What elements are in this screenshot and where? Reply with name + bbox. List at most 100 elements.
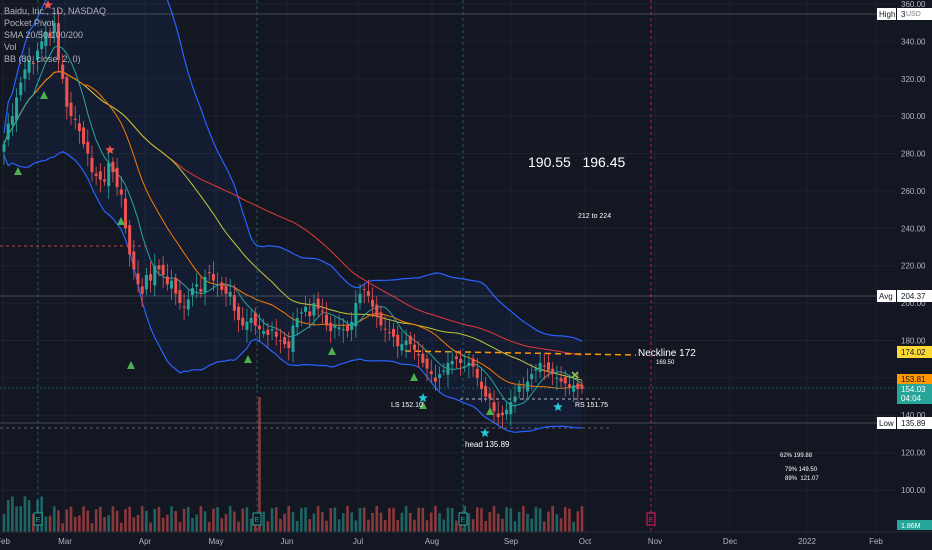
candle-body [329,322,333,332]
volume-bar [417,507,420,532]
candle-body [304,306,308,312]
volume-bar [438,513,441,532]
candle-body [98,171,102,180]
candle-body [417,354,421,356]
sma-tag: 174.02 [897,346,932,358]
avg-tag: Avg 204.37 [877,290,932,302]
volume-bar [124,509,127,532]
volume-bar [86,510,90,532]
candle-body [69,102,73,117]
candle-body [492,402,496,412]
volume-bar [341,513,345,532]
candle-body [412,344,416,350]
price-tick-label: 200.00 [901,299,926,308]
volume-bar [337,519,341,532]
volume-bar [568,508,571,532]
svg-text:153.81: 153.81 [901,375,926,384]
time-tick-label: Nov [648,537,662,546]
volume-bar [11,496,14,532]
volume-bar [249,518,253,532]
candle-body [90,157,94,173]
volume-tag: 1.86M [897,520,932,530]
candle-body [266,329,270,335]
candle-body [86,141,90,154]
volume-bar [6,499,10,532]
volume-bar [266,521,270,532]
volume-bar [287,506,291,532]
svg-text:Avg: Avg [879,292,893,301]
price-tick-label: 320.00 [901,75,926,84]
volume-bar [534,507,538,532]
volume-bar [321,512,324,532]
price-axis[interactable] [896,0,932,532]
volume-bar [241,508,245,532]
annotation-fib-62: 62% 199.88 [780,453,813,459]
volume-bar [325,520,328,532]
candle-body [542,365,546,367]
svg-text:3: 3 [901,10,906,19]
svg-text:04:04: 04:04 [901,394,922,403]
time-tick-label: 2022 [798,537,816,546]
candle-body [312,303,316,316]
annotation-fib-89: 89% 121.07 [785,476,819,482]
candle-body [199,288,203,292]
annotation-neckline-sub: 169.50 [656,360,675,366]
candle-body [220,282,224,290]
volume-bar [350,512,353,532]
legend-symbol[interactable]: Baidu, Inc., 1D, NASDAQ [4,6,107,16]
earnings-marker [33,512,43,526]
volume-bar [82,506,85,532]
candle-body [253,313,257,326]
volume-bars [2,397,584,532]
candle-body [295,318,299,328]
volume-bar [73,516,77,532]
candle-body [73,118,77,120]
volume-bar [245,507,249,532]
candle-body [111,161,115,173]
candle-body [40,41,44,49]
annotation-target: 212 to 224 [578,213,611,220]
price-tick-label: 240.00 [901,224,926,233]
volume-bar [216,507,219,532]
volume-bar [429,512,433,532]
candle-body [140,286,144,294]
candle-body [438,374,442,379]
candle-body [526,381,530,392]
earnings-marker-letter: E [36,517,41,524]
volume-bar [237,521,240,532]
time-tick-label: Aug [425,537,439,546]
candle-body [257,325,261,330]
legend-indicator-pocket-pivot[interactable]: Pocket Pivot [4,18,55,28]
volume-bar [15,506,18,532]
legend-indicator-vol[interactable]: Vol [4,42,17,52]
candle-body [186,299,190,310]
candle-body [538,362,542,372]
candle-body [500,412,504,416]
volume-bar [455,520,458,532]
time-axis[interactable] [0,532,932,550]
cross-marker [571,371,579,379]
legend-indicator-sma[interactable]: SMA 20/50/100/200 [4,30,84,40]
legend-indicator-bb[interactable]: BB (80, close, 2, 0) [4,54,81,64]
candle-body [115,167,119,188]
pocket-pivot-triangle [117,217,125,225]
candle-body [521,386,525,388]
candle-body [65,77,69,107]
volume-bar [228,506,232,532]
time-tick-label: May [208,537,223,546]
high-tag: High 3 [877,8,932,20]
price-tick-label: 360.00 [901,0,926,9]
volume-bar [509,508,513,532]
svg-text:204.37: 204.37 [901,292,926,301]
volume-bar [94,509,98,532]
time-tick-label: Feb [0,537,10,546]
volume-bar [2,514,6,532]
volume-bar [308,519,312,532]
volume-bar [513,521,517,532]
candle-body [31,62,35,64]
price-tick-label: 140.00 [901,411,926,420]
candle-body [19,82,23,96]
candle-body [144,275,148,290]
price-tick-label: 120.00 [901,449,926,458]
